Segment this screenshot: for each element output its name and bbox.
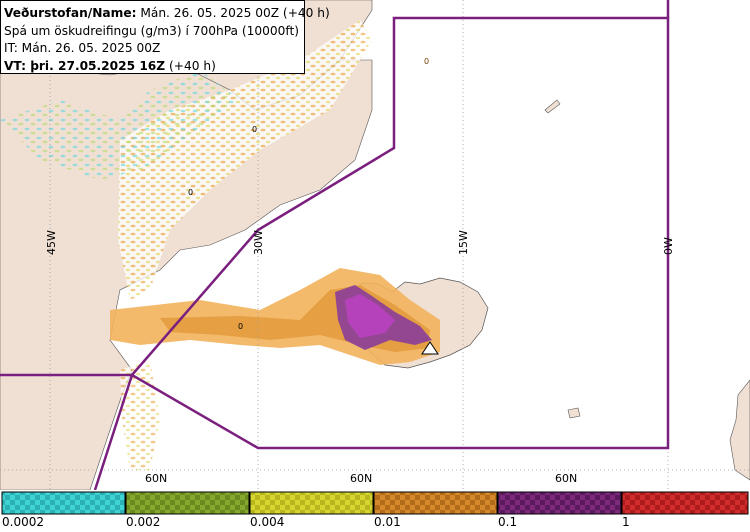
legend-label: 0.002 [126,515,161,529]
ash-trace-greenland [118,20,372,300]
issuer-line: Veðurstofan/Name: Mán. 26. 05. 2025 00Z … [4,5,330,23]
faroe-islands [567,407,581,419]
valid-time-label: VT: þri. 27.05.2025 16Z [4,58,166,73]
valid-time-offset: (+40 h) [165,58,216,73]
legend-label: 0.0002 [2,515,44,529]
meridian-label-45w: 45W [45,230,58,255]
contour-label: 0 [238,322,243,331]
contour-label: 0 [252,125,257,134]
legend-swatch-5 [621,491,749,515]
legend-swatch-2 [249,491,374,515]
legend-label: 0.01 [374,515,401,529]
parallel-label-60n: 60N [350,472,372,485]
legend-swatch-0 [1,491,126,515]
forecast-area-boundary [0,16,670,490]
valid-time-line: VT: þri. 27.05.2025 16Z (+40 h) [4,58,304,76]
legend-swatch-4 [497,491,622,515]
parallel-label-60n: 60N [555,472,577,485]
contour-label: 0 [424,57,429,66]
meridian-label-15w: 15W [457,230,470,255]
legend-swatch-1 [125,491,250,515]
meridian-label-0w: 0W [662,237,675,255]
legend-swatch-3 [373,491,498,515]
ash-trace-south [120,360,160,470]
product-title: Spá um öskudreifingu (g/m3) í 700hPa (10… [4,23,299,38]
norway-land [729,379,750,481]
ash-trace-cyan [0,70,240,180]
legend-label: 1 [622,515,630,529]
ash-forecast-map: 45W 30W 15W 0W 60N 60N 60N 0 0 0 0 [0,0,750,490]
legend-label: 0.1 [498,515,518,529]
issuer-value: Mán. 26. 05. 2025 00Z (+40 h) [136,6,330,20]
meridian-label-30w: 30W [252,230,265,255]
contour-label: 0 [188,188,193,197]
ash-plume-top [345,294,395,338]
jan-mayen [544,99,561,114]
forecast-info-box: Veðurstofan/Name: Mán. 26. 05. 2025 00Z … [0,0,330,76]
volcano-marker-icon [421,341,439,355]
parallel-label-60n: 60N [145,472,167,485]
issuer-label: Veðurstofan/Name: [4,6,137,20]
concentration-legend [1,491,749,515]
initial-time: IT: Mán. 26. 05. 2025 00Z [4,41,161,55]
legend-label: 0.004 [250,515,285,529]
